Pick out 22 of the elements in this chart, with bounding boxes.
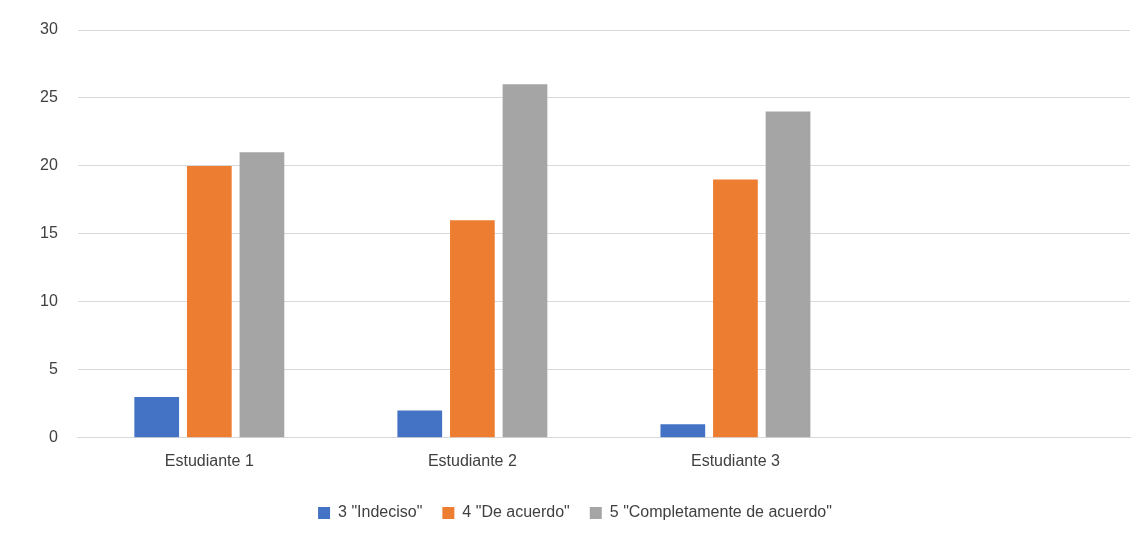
legend-label: 4 "De acuerdo" xyxy=(462,503,570,521)
legend-label: 3 "Indeciso" xyxy=(338,503,423,521)
legend-label: 5 "Completamente de acuerdo" xyxy=(609,503,832,521)
x-tick-label: Estudiante 2 xyxy=(427,451,517,469)
bar xyxy=(502,84,548,438)
bar xyxy=(450,220,495,438)
bar xyxy=(186,165,232,438)
bar xyxy=(134,397,180,438)
bar xyxy=(397,410,443,438)
bar xyxy=(765,111,811,438)
y-tick-label: 15 xyxy=(40,224,58,242)
y-tick-label: 20 xyxy=(40,156,58,174)
x-tick-label: Estudiante 1 xyxy=(164,451,254,469)
bar xyxy=(239,152,285,438)
y-tick-label: 0 xyxy=(48,428,58,446)
x-tick-label: Estudiante 3 xyxy=(690,451,780,469)
bar xyxy=(713,179,758,438)
y-tick-label: 30 xyxy=(40,20,58,38)
bar xyxy=(660,424,706,438)
y-tick-label: 5 xyxy=(48,360,58,378)
y-tick-label: 25 xyxy=(40,88,58,106)
y-tick-label: 10 xyxy=(40,292,58,310)
